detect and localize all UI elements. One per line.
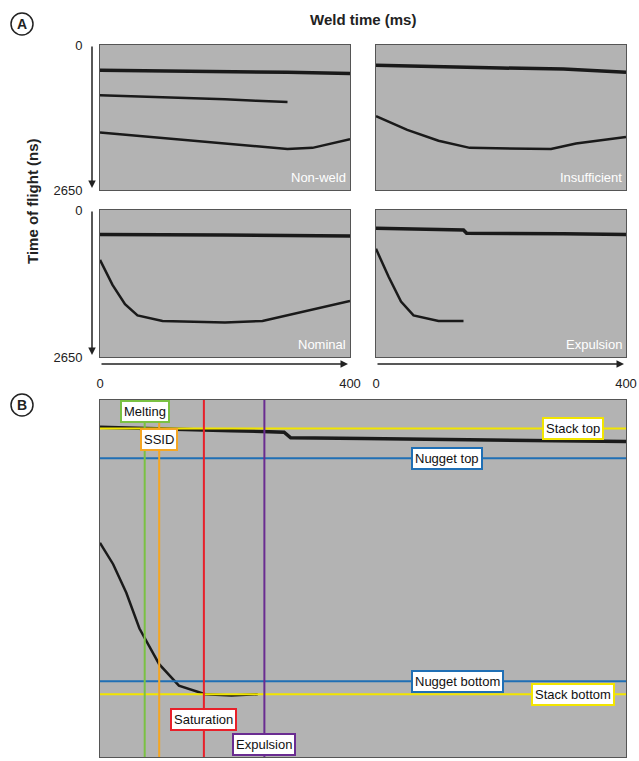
svg-text:Time of flight (ns): Time of flight (ns) <box>24 138 41 264</box>
svg-text:Expulsion: Expulsion <box>236 737 292 752</box>
svg-text:B: B <box>17 397 27 413</box>
svg-text:2650: 2650 <box>53 350 82 365</box>
svg-text:400: 400 <box>339 376 361 391</box>
svg-text:A: A <box>17 16 27 32</box>
svg-text:400: 400 <box>615 376 637 391</box>
svg-text:Expulsion: Expulsion <box>566 337 622 352</box>
svg-text:Stack bottom: Stack bottom <box>535 687 611 702</box>
svg-text:0: 0 <box>372 376 379 391</box>
svg-text:0: 0 <box>75 38 82 53</box>
svg-text:2650: 2650 <box>53 183 82 198</box>
svg-text:Nominal: Nominal <box>298 337 346 352</box>
svg-text:Saturation: Saturation <box>174 712 233 727</box>
svg-text:SSID: SSID <box>144 432 174 447</box>
svg-text:0: 0 <box>96 376 103 391</box>
svg-text:Nugget bottom: Nugget bottom <box>415 674 500 689</box>
svg-text:Stack top: Stack top <box>546 421 600 436</box>
svg-text:0: 0 <box>75 203 82 218</box>
svg-text:Insufficient: Insufficient <box>560 170 622 185</box>
svg-text:Melting: Melting <box>124 404 166 419</box>
svg-text:Nugget top: Nugget top <box>415 451 479 466</box>
svg-text:Weld time (ms): Weld time (ms) <box>310 11 416 28</box>
svg-text:Non-weld: Non-weld <box>291 170 346 185</box>
